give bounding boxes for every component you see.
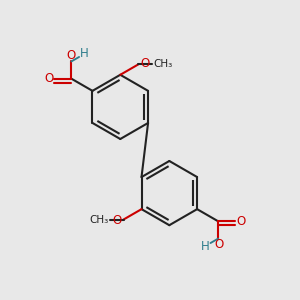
Text: O: O: [66, 49, 75, 62]
Text: O: O: [141, 57, 150, 70]
Text: O: O: [236, 215, 245, 228]
Text: O: O: [44, 72, 53, 85]
Text: O: O: [214, 238, 224, 251]
Text: H: H: [201, 240, 210, 253]
Text: CH₃: CH₃: [89, 214, 109, 224]
Text: CH₃: CH₃: [153, 59, 172, 69]
Text: O: O: [112, 214, 121, 226]
Text: H: H: [80, 47, 88, 60]
